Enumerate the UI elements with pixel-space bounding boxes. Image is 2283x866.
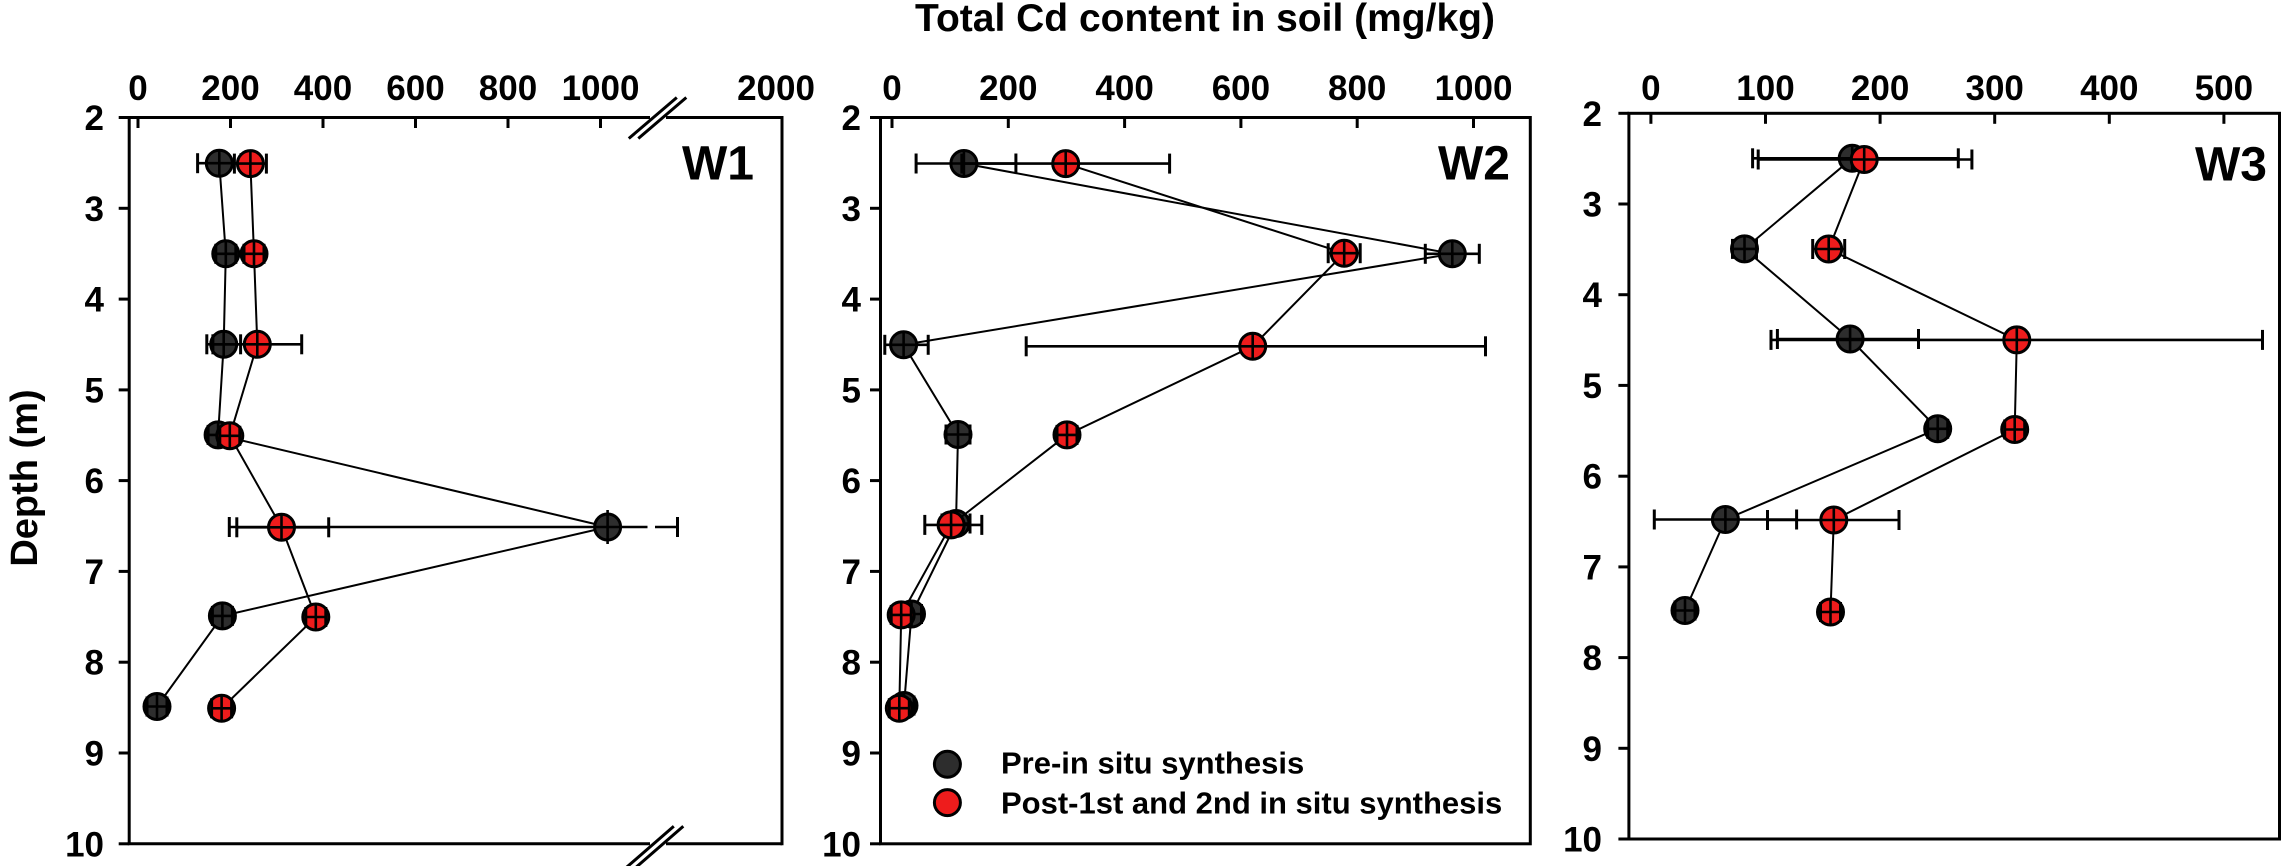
svg-text:3: 3 bbox=[85, 190, 104, 229]
svg-text:W3: W3 bbox=[2195, 139, 2267, 192]
svg-text:10: 10 bbox=[65, 825, 104, 864]
svg-text:6: 6 bbox=[1583, 458, 1602, 497]
svg-text:2: 2 bbox=[842, 99, 861, 138]
svg-text:9: 9 bbox=[85, 735, 104, 774]
svg-text:10: 10 bbox=[1563, 821, 1602, 860]
svg-text:600: 600 bbox=[1212, 69, 1270, 108]
svg-text:5: 5 bbox=[842, 371, 861, 410]
svg-text:400: 400 bbox=[294, 69, 352, 108]
svg-text:800: 800 bbox=[1328, 69, 1386, 108]
svg-text:Post-1st and 2nd in situ synth: Post-1st and 2nd in situ synthesis bbox=[1001, 786, 1502, 821]
svg-text:4: 4 bbox=[842, 281, 862, 320]
svg-text:W2: W2 bbox=[1438, 138, 1510, 191]
svg-text:9: 9 bbox=[842, 735, 861, 774]
svg-text:2000: 2000 bbox=[737, 69, 815, 108]
svg-text:8: 8 bbox=[85, 644, 104, 683]
svg-text:W1: W1 bbox=[682, 138, 754, 191]
svg-text:2: 2 bbox=[1583, 95, 1602, 134]
svg-text:0: 0 bbox=[1641, 69, 1660, 108]
svg-text:8: 8 bbox=[1583, 639, 1602, 678]
svg-text:6: 6 bbox=[842, 462, 861, 501]
svg-text:8: 8 bbox=[842, 644, 861, 683]
svg-text:6: 6 bbox=[85, 462, 104, 501]
svg-text:4: 4 bbox=[1583, 276, 1603, 315]
svg-text:Depth (m): Depth (m) bbox=[4, 389, 46, 566]
svg-text:3: 3 bbox=[1583, 186, 1602, 225]
svg-text:800: 800 bbox=[479, 69, 537, 108]
svg-text:200: 200 bbox=[1851, 69, 1909, 108]
svg-text:2: 2 bbox=[85, 99, 104, 138]
svg-text:500: 500 bbox=[2195, 69, 2253, 108]
svg-text:5: 5 bbox=[85, 371, 104, 410]
svg-text:5: 5 bbox=[1583, 367, 1602, 406]
svg-text:1000: 1000 bbox=[562, 69, 640, 108]
svg-text:Total Cd content in soil (mg/k: Total Cd content in soil (mg/kg) bbox=[915, 0, 1495, 40]
svg-text:200: 200 bbox=[979, 69, 1037, 108]
svg-text:3: 3 bbox=[842, 190, 861, 229]
svg-text:100: 100 bbox=[1736, 69, 1794, 108]
svg-text:10: 10 bbox=[822, 825, 861, 864]
svg-text:Pre-in situ synthesis: Pre-in situ synthesis bbox=[1001, 746, 1304, 781]
svg-text:7: 7 bbox=[1583, 548, 1602, 587]
svg-text:0: 0 bbox=[128, 69, 147, 108]
svg-text:200: 200 bbox=[201, 69, 259, 108]
svg-text:7: 7 bbox=[85, 553, 104, 592]
svg-text:7: 7 bbox=[842, 553, 861, 592]
svg-text:600: 600 bbox=[386, 69, 444, 108]
svg-text:300: 300 bbox=[1965, 69, 2023, 108]
svg-text:400: 400 bbox=[1095, 69, 1153, 108]
svg-text:1000: 1000 bbox=[1435, 69, 1513, 108]
svg-text:4: 4 bbox=[85, 281, 105, 320]
svg-text:400: 400 bbox=[2080, 69, 2138, 108]
svg-text:0: 0 bbox=[882, 69, 901, 108]
svg-text:9: 9 bbox=[1583, 730, 1602, 769]
